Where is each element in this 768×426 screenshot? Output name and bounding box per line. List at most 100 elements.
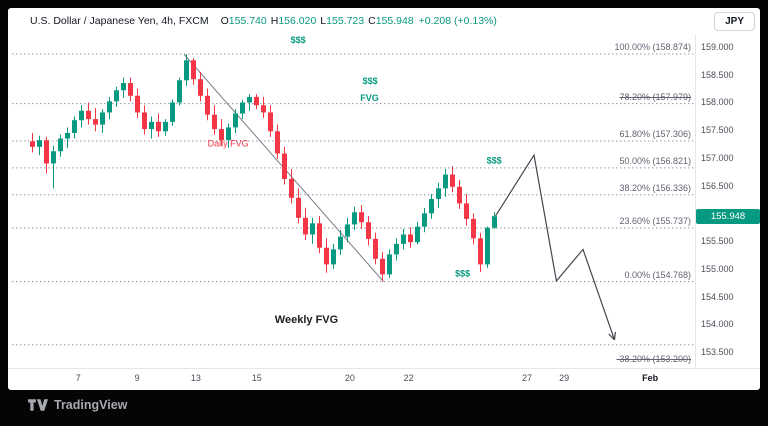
tradingview-logo[interactable]: TradingView bbox=[28, 398, 127, 412]
price-axis-separator bbox=[695, 34, 696, 369]
candle bbox=[450, 174, 455, 187]
chart-annotation[interactable]: Daily FVG bbox=[208, 138, 249, 148]
candle bbox=[191, 60, 196, 80]
candle bbox=[51, 151, 56, 164]
price-axis-label: 158.500 bbox=[701, 69, 734, 80]
chart-panel: U.S. Dollar / Japanese Yen, 4h, FXCM O155… bbox=[8, 8, 760, 390]
ohlc-high-value: 156.020 bbox=[278, 15, 317, 27]
fib-level-label: 100.00% (158.874) bbox=[614, 41, 691, 52]
fib-level-label: 0.00% (154.768) bbox=[624, 269, 691, 280]
candle bbox=[128, 83, 133, 96]
candle bbox=[436, 188, 441, 199]
candle bbox=[219, 129, 224, 141]
candle bbox=[478, 238, 483, 265]
fib-level-label: 23.60% (155.737) bbox=[619, 215, 691, 226]
time-axis-label: 13 bbox=[190, 373, 201, 383]
tradingview-logo-icon bbox=[28, 399, 48, 411]
candle bbox=[30, 141, 35, 147]
projection-path[interactable] bbox=[494, 153, 616, 340]
time-axis-label: 20 bbox=[344, 373, 355, 383]
tradingview-logo-text: TradingView bbox=[54, 398, 128, 412]
fib-level-label: 50.00% (156.821) bbox=[619, 155, 691, 166]
chart-annotation[interactable]: Weekly FVG bbox=[275, 314, 338, 326]
candle bbox=[44, 140, 49, 164]
candle bbox=[282, 153, 287, 179]
time-axis[interactable]: 7 9 13 15 20 22 27 29 Feb bbox=[8, 369, 695, 390]
candle bbox=[177, 80, 182, 103]
chart-annotation[interactable]: $$$ bbox=[487, 155, 502, 165]
candle bbox=[65, 132, 70, 139]
time-axis-label: 22 bbox=[403, 373, 414, 383]
chart-plot-area[interactable]: $$$ $$$ FVG Daily FVG $$$ $$$ Weekly FVG bbox=[8, 8, 695, 368]
candle bbox=[359, 212, 364, 223]
price-axis-label: 153.500 bbox=[701, 347, 734, 357]
price-axis-label: 157.000 bbox=[701, 152, 734, 163]
candle bbox=[135, 95, 140, 113]
symbol-title[interactable]: U.S. Dollar / Japanese Yen, 4h, FXCM bbox=[30, 15, 209, 27]
candle bbox=[331, 249, 336, 265]
candle bbox=[233, 113, 238, 128]
candle bbox=[415, 226, 420, 243]
candle bbox=[156, 121, 161, 132]
price-axis-label: 154.500 bbox=[701, 291, 734, 302]
ohlc-low-value: 155.723 bbox=[326, 15, 365, 27]
fib-level-label: 61.80% (157.306) bbox=[619, 128, 691, 139]
candle bbox=[79, 110, 84, 121]
time-axis-label: 27 bbox=[521, 373, 533, 383]
candle bbox=[471, 218, 476, 239]
candle bbox=[86, 110, 91, 120]
chart-annotation[interactable]: $$$ bbox=[455, 269, 470, 279]
change-value: +0.208 (+0.13%) bbox=[418, 15, 497, 27]
candle bbox=[212, 114, 217, 130]
candle bbox=[247, 96, 252, 103]
fib-level-label: 38.20% (156.336) bbox=[619, 182, 691, 193]
candle bbox=[142, 112, 147, 130]
candle bbox=[324, 247, 329, 265]
candle bbox=[163, 121, 168, 132]
candle bbox=[107, 101, 112, 113]
candle bbox=[93, 119, 98, 125]
price-axis-label: 155.500 bbox=[701, 236, 734, 247]
ohlc-open-label: O bbox=[220, 15, 229, 27]
projection-arrowhead bbox=[608, 331, 616, 341]
candle bbox=[289, 178, 294, 198]
candle bbox=[184, 60, 189, 81]
price-axis-label: 158.000 bbox=[701, 97, 734, 108]
candle bbox=[401, 234, 406, 244]
candle bbox=[58, 138, 63, 152]
candle bbox=[492, 216, 497, 228]
chart-annotation[interactable]: $$$ bbox=[363, 76, 378, 86]
time-axis-label: 15 bbox=[251, 373, 262, 383]
currency-toggle-button[interactable]: JPY bbox=[714, 12, 755, 31]
candle bbox=[387, 254, 392, 275]
candle bbox=[261, 105, 266, 113]
price-axis[interactable]: 159.000 158.500 158.000 157.500 157.000 156.5… bbox=[696, 8, 760, 368]
price-axis-label: 155.000 bbox=[701, 263, 734, 274]
candle bbox=[338, 236, 343, 250]
candle bbox=[443, 174, 448, 189]
candle bbox=[366, 222, 371, 239]
candle bbox=[408, 234, 413, 243]
candle bbox=[485, 227, 490, 265]
chart-annotation[interactable]: $$$ bbox=[291, 35, 306, 45]
candle bbox=[170, 102, 175, 122]
candle bbox=[37, 140, 42, 147]
price-axis-label: 154.000 bbox=[701, 319, 734, 330]
candle bbox=[226, 127, 231, 141]
candles-layer bbox=[30, 54, 497, 282]
ohlc-high-label: H bbox=[270, 15, 279, 27]
fib-level-label: -38.20% (153.200) bbox=[616, 354, 691, 364]
time-axis-label: 7 bbox=[75, 373, 81, 383]
chart-annotation[interactable]: FVG bbox=[360, 93, 379, 103]
candle bbox=[394, 243, 399, 255]
time-axis-label: 29 bbox=[559, 373, 570, 383]
time-axis-label: 9 bbox=[134, 373, 140, 383]
candle bbox=[275, 131, 280, 154]
price-axis-label: 159.000 bbox=[701, 42, 734, 52]
candle bbox=[429, 198, 434, 214]
price-axis-label: 157.500 bbox=[701, 125, 734, 136]
ohlc-open-value: 155.740 bbox=[228, 15, 267, 27]
candle bbox=[303, 217, 308, 235]
candle bbox=[205, 95, 210, 115]
ohlc-close-label: C bbox=[368, 15, 376, 27]
